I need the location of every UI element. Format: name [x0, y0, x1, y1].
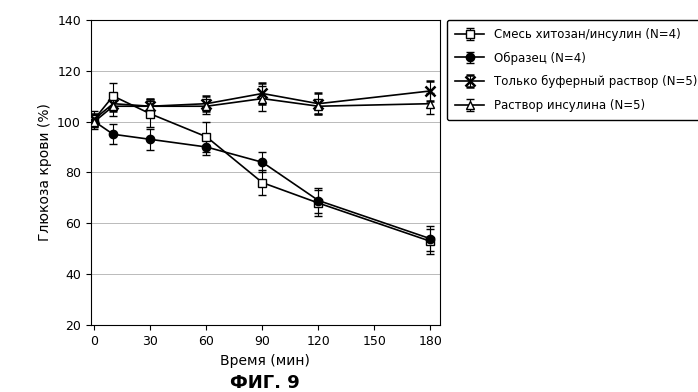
- X-axis label: Время (мин): Время (мин): [221, 354, 310, 368]
- Y-axis label: Глюкоза крови (%): Глюкоза крови (%): [38, 103, 52, 241]
- Legend: Смесь хитозан/инсулин (N=4), Образец (N=4), Только буферный раствор (N=5), Раств: Смесь хитозан/инсулин (N=4), Образец (N=…: [447, 20, 698, 120]
- Text: ФИГ. 9: ФИГ. 9: [230, 374, 300, 392]
